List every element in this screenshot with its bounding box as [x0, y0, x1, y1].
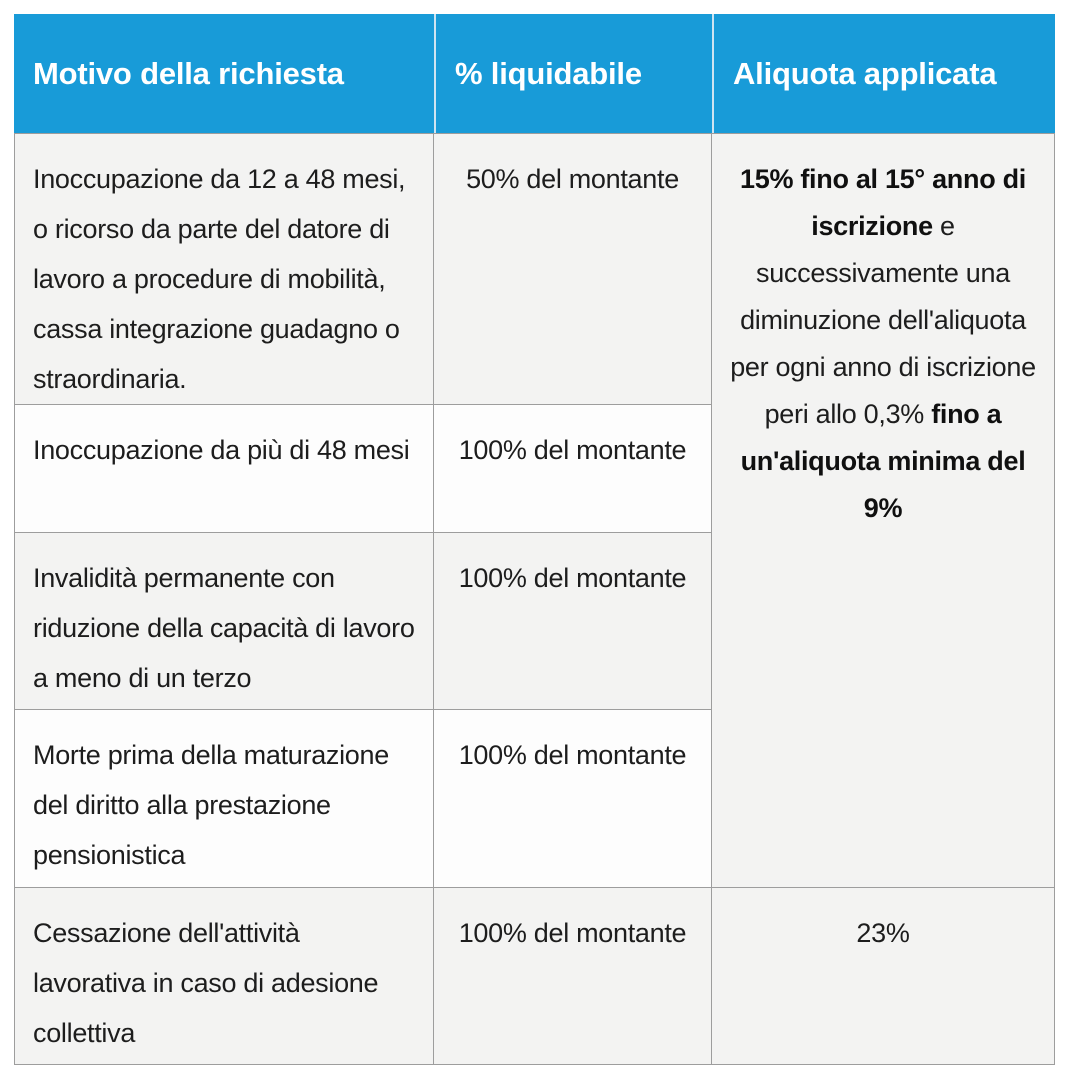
- pension-liquidation-table: Motivo della richiesta % liquidabile Ali…: [14, 14, 1055, 1065]
- cell-liquidabile-100-d: 100% del montante: [434, 888, 712, 1065]
- table-row: Invalidità permanente con riduzione dell…: [14, 533, 1055, 710]
- cell-aliquota-23: 23%: [712, 888, 1055, 1065]
- table-header-row: Motivo della richiesta % liquidabile Ali…: [14, 14, 1055, 133]
- cell-liquidabile-100-b: 100% del montante: [434, 533, 712, 710]
- table-row: Cessazione dell'attività lavorativa in c…: [14, 888, 1055, 1065]
- aliquota-bold-segment-2: fino a un'aliquota minima del 9%: [740, 399, 1026, 523]
- cell-motivo-morte: Morte prima della maturazione del diritt…: [14, 710, 434, 888]
- cell-motivo-inoccupazione-12-48: Inoccupazione da 12 a 48 mesi, o ricorso…: [14, 133, 434, 405]
- cell-motivo-invalidita: Invalidità permanente con riduzione dell…: [14, 533, 434, 710]
- table-row: Inoccupazione da più di 48 mesi 100% del…: [14, 405, 1055, 533]
- cell-liquidabile-50: 50% del montante: [434, 133, 712, 405]
- aliquota-regular-segment: e successivamente una diminuzione dell'a…: [730, 211, 1036, 429]
- header-percent-liquidabile: % liquidabile: [434, 14, 712, 133]
- cell-liquidabile-100-c: 100% del montante: [434, 710, 712, 888]
- cell-motivo-cessazione: Cessazione dell'attività lavorativa in c…: [14, 888, 434, 1065]
- header-aliquota-applicata: Aliquota applicata: [712, 14, 1055, 133]
- header-motivo-della-richiesta: Motivo della richiesta: [14, 14, 434, 133]
- cell-liquidabile-100-a: 100% del montante: [434, 405, 712, 533]
- table-row: Inoccupazione da 12 a 48 mesi, o ricorso…: [14, 133, 1055, 888]
- table-row: Morte prima della maturazione del diritt…: [14, 710, 1055, 888]
- cell-aliquota-merged: 15% fino al 15° anno di iscrizione e suc…: [712, 133, 1055, 888]
- aliquota-bold-segment-1: 15% fino al 15° anno di iscrizione: [740, 164, 1026, 241]
- cell-motivo-inoccupazione-piu-48: Inoccupazione da più di 48 mesi: [14, 405, 434, 533]
